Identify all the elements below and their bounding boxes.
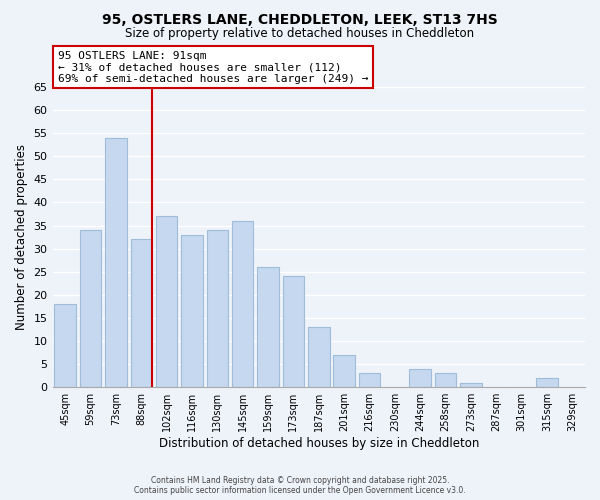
Bar bbox=[283, 276, 304, 387]
Text: 95 OSTLERS LANE: 91sqm
← 31% of detached houses are smaller (112)
69% of semi-de: 95 OSTLERS LANE: 91sqm ← 31% of detached… bbox=[58, 51, 368, 84]
Bar bbox=[334, 355, 355, 387]
Bar bbox=[206, 230, 228, 387]
X-axis label: Distribution of detached houses by size in Cheddleton: Distribution of detached houses by size … bbox=[158, 437, 479, 450]
Bar bbox=[156, 216, 178, 387]
Bar bbox=[435, 374, 457, 387]
Bar bbox=[257, 267, 279, 387]
Bar bbox=[55, 304, 76, 387]
Text: Size of property relative to detached houses in Cheddleton: Size of property relative to detached ho… bbox=[125, 28, 475, 40]
Text: Contains HM Land Registry data © Crown copyright and database right 2025.
Contai: Contains HM Land Registry data © Crown c… bbox=[134, 476, 466, 495]
Bar bbox=[536, 378, 558, 387]
Bar bbox=[308, 327, 329, 387]
Bar bbox=[359, 374, 380, 387]
Bar bbox=[409, 368, 431, 387]
Bar bbox=[131, 240, 152, 387]
Y-axis label: Number of detached properties: Number of detached properties bbox=[15, 144, 28, 330]
Bar bbox=[80, 230, 101, 387]
Text: 95, OSTLERS LANE, CHEDDLETON, LEEK, ST13 7HS: 95, OSTLERS LANE, CHEDDLETON, LEEK, ST13… bbox=[102, 12, 498, 26]
Bar bbox=[460, 382, 482, 387]
Bar bbox=[181, 235, 203, 387]
Bar bbox=[105, 138, 127, 387]
Bar bbox=[232, 221, 253, 387]
